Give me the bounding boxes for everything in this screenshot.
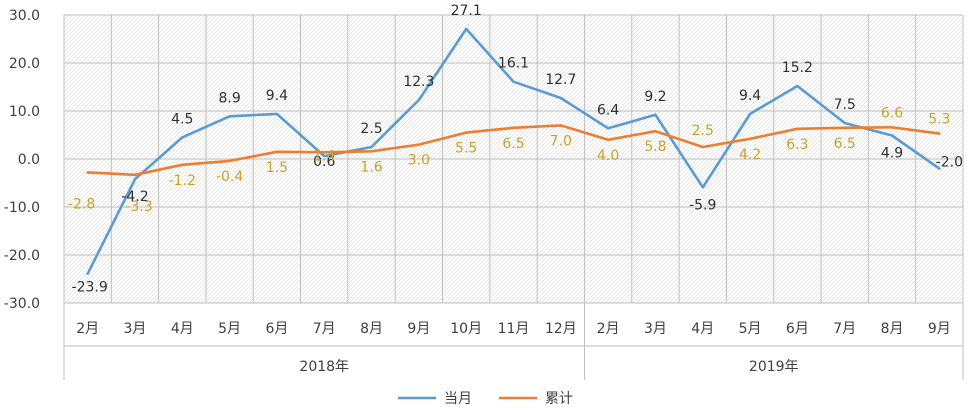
y-tick-label: 10.0: [9, 104, 40, 120]
data-label-monthly: -23.9: [72, 280, 108, 296]
x-axis: 2月 3月 4月 5月 6月 7月 8月 9月 10月 11月 12月 2月 3月 4月 5月 6月 7月 8月 9…: [63, 302, 964, 380]
x-tick-label: 6月: [265, 321, 288, 337]
x-tick-label: 7月: [313, 321, 336, 337]
x-tick-label: 10月: [450, 321, 482, 337]
data-label-cumulative: -0.4: [216, 169, 243, 185]
x-tick-label: 8月: [881, 321, 904, 337]
y-tick-label: 30.0: [9, 8, 40, 24]
legend: 当月 累计: [398, 391, 573, 407]
x-tick-label: 4月: [171, 321, 194, 337]
legend-label: 当月: [444, 391, 472, 407]
data-label-monthly: 4.5: [171, 111, 193, 127]
data-label-cumulative: 1.5: [266, 160, 288, 176]
data-label-monthly: 12.7: [545, 72, 576, 88]
y-tick-label: 0.0: [18, 152, 40, 168]
data-label-monthly: -4.2: [121, 189, 148, 205]
data-label-monthly: -2.0: [936, 155, 963, 171]
x-tick-label: 7月: [833, 321, 856, 337]
data-label-monthly: 9.2: [644, 89, 666, 105]
y-tick-label: 20.0: [9, 56, 40, 72]
data-label-monthly: 8.9: [218, 90, 240, 106]
y-tick-label: -20.0: [4, 248, 40, 264]
data-label-cumulative: 3.0: [408, 153, 430, 169]
data-label-monthly: 4.9: [881, 145, 903, 161]
data-label-cumulative: 5.8: [644, 139, 666, 155]
y-tick-label: -30.0: [4, 296, 40, 312]
data-label-monthly: 6.4: [597, 102, 619, 118]
data-label-cumulative: 7.0: [550, 133, 572, 149]
year-group-label: 2019年: [749, 359, 799, 375]
data-label-cumulative: 5.5: [455, 141, 477, 157]
data-label-cumulative: 2.5: [692, 123, 714, 139]
data-label-cumulative: 6.5: [834, 136, 856, 152]
data-label-cumulative: 6.3: [786, 137, 808, 153]
x-tick-label: 8月: [360, 321, 383, 337]
data-label-monthly: 2.5: [360, 121, 382, 137]
data-label-cumulative: 6.5: [502, 136, 524, 152]
x-tick-label: 3月: [644, 321, 667, 337]
data-label-monthly: 0.6: [313, 154, 335, 170]
data-label-cumulative: 5.3: [928, 112, 950, 128]
x-tick-label: 9月: [407, 321, 430, 337]
data-label-monthly: 9.4: [266, 88, 288, 104]
data-label-monthly: 9.4: [739, 88, 761, 104]
series-lines: [86, 27, 941, 276]
data-labels: -23.9 -4.2 4.5 8.9 9.4 0.6 2.5 12.3 27.1 16.1 12.7…: [68, 3, 963, 296]
data-label-monthly: 16.1: [498, 56, 529, 72]
x-tick-label: 3月: [124, 321, 147, 337]
data-label-monthly: 7.5: [834, 97, 856, 113]
year-group-label: 2018年: [299, 359, 349, 375]
data-label-cumulative: 1.6: [360, 159, 382, 175]
data-label-cumulative: -1.2: [169, 173, 196, 189]
x-tick-label: 4月: [691, 321, 714, 337]
x-tick-label: 5月: [739, 321, 762, 337]
y-axis-tick-labels: 30.0 20.0 10.0 0.0 -10.0 -20.0 -30.0: [4, 8, 40, 312]
data-label-monthly: 27.1: [451, 3, 482, 19]
x-tick-label: 12月: [545, 321, 577, 337]
data-label-monthly: -5.9: [689, 197, 716, 213]
legend-label: 累计: [545, 391, 573, 407]
data-label-cumulative: 4.0: [597, 148, 619, 164]
x-tick-label: 2月: [597, 321, 620, 337]
data-label-cumulative: 1.4: [313, 148, 335, 164]
data-label-cumulative: 6.6: [881, 105, 903, 121]
series-line-0: [86, 27, 941, 276]
y-tick-label: -10.0: [4, 200, 40, 216]
data-label-cumulative: -2.8: [68, 196, 95, 212]
data-label-cumulative: -3.3: [125, 199, 152, 215]
x-tick-label: 9月: [928, 321, 951, 337]
x-tick-label: 5月: [218, 321, 241, 337]
series-line-1: [86, 124, 941, 177]
data-label-monthly: 15.2: [782, 60, 813, 76]
data-label-monthly: 12.3: [403, 74, 434, 90]
x-tick-label: 11月: [498, 321, 530, 337]
x-tick-label: 6月: [786, 321, 809, 337]
x-tick-label: 2月: [76, 321, 99, 337]
data-label-cumulative: 4.2: [739, 147, 761, 163]
